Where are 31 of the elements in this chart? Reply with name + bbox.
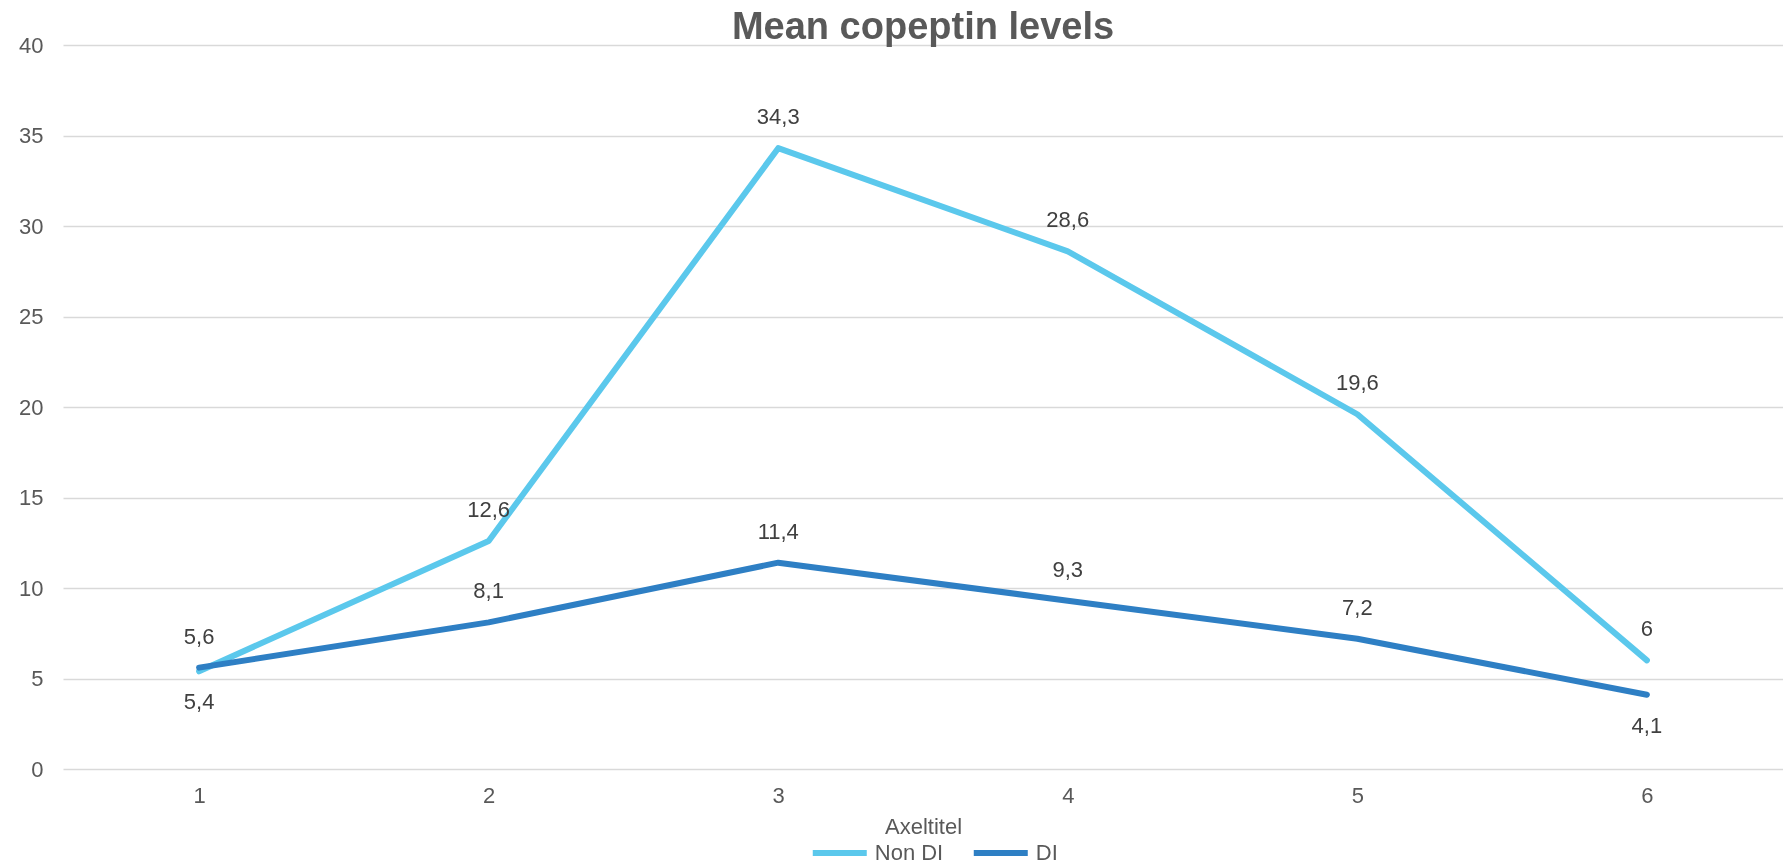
y-tick-label: 10 (19, 575, 44, 601)
y-tick-label: 30 (19, 213, 44, 239)
x-tick-label: 1 (193, 782, 206, 808)
data-label: 19,6 (1335, 370, 1379, 396)
x-tick-label: 3 (772, 782, 785, 808)
data-label: 6 (1640, 616, 1654, 642)
data-label: 4,1 (1631, 712, 1663, 738)
x-tick-label: 5 (1351, 782, 1364, 808)
data-label: 7,2 (1342, 594, 1373, 620)
y-tick-label: 15 (19, 485, 44, 510)
y-tick-label: 35 (19, 123, 44, 148)
y-tick-label: 25 (19, 304, 44, 329)
y-tick-label: 20 (19, 394, 44, 420)
data-label: 9,3 (1052, 556, 1084, 582)
data-label: 11,4 (757, 518, 799, 544)
x-tick-label: 4 (1062, 782, 1075, 808)
y-tick-label: 5 (31, 666, 44, 691)
x-axis-title: Axeltitel (884, 813, 963, 839)
y-tick-label: 0 (31, 756, 44, 782)
data-label: 12,6 (467, 496, 511, 522)
data-label: 8,1 (473, 578, 504, 604)
data-label: 28,6 (1046, 207, 1090, 233)
legend-label: Non DI (874, 840, 944, 865)
x-tick-label: 6 (1641, 782, 1654, 808)
x-tick-label: 2 (483, 782, 496, 808)
data-label: 5,6 (183, 623, 215, 649)
chart-title: Mean copeptin levels (731, 5, 1115, 47)
data-label: 5,4 (183, 689, 215, 715)
data-label: 34,3 (756, 104, 800, 130)
legend-label: DI (1035, 840, 1058, 865)
y-tick-label: 40 (19, 32, 44, 58)
